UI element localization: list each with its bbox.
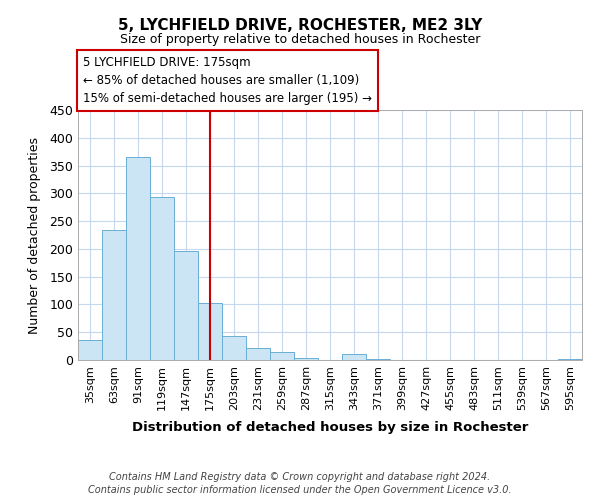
Text: Contains HM Land Registry data © Crown copyright and database right 2024.: Contains HM Land Registry data © Crown c…: [109, 472, 491, 482]
Text: 5 LYCHFIELD DRIVE: 175sqm
← 85% of detached houses are smaller (1,109)
15% of se: 5 LYCHFIELD DRIVE: 175sqm ← 85% of detac…: [83, 56, 372, 105]
Bar: [78, 340, 102, 360]
Bar: [342, 354, 366, 360]
Bar: [150, 197, 174, 360]
Text: 5, LYCHFIELD DRIVE, ROCHESTER, ME2 3LY: 5, LYCHFIELD DRIVE, ROCHESTER, ME2 3LY: [118, 18, 482, 32]
Bar: [294, 358, 318, 360]
Bar: [126, 157, 150, 360]
Bar: [222, 336, 246, 360]
Text: Size of property relative to detached houses in Rochester: Size of property relative to detached ho…: [120, 32, 480, 46]
X-axis label: Distribution of detached houses by size in Rochester: Distribution of detached houses by size …: [132, 421, 528, 434]
Bar: [198, 303, 222, 360]
Y-axis label: Number of detached properties: Number of detached properties: [28, 136, 41, 334]
Bar: [246, 348, 270, 360]
Bar: [174, 250, 198, 360]
Text: Contains public sector information licensed under the Open Government Licence v3: Contains public sector information licen…: [88, 485, 512, 495]
Bar: [270, 352, 294, 360]
Bar: [102, 230, 126, 360]
